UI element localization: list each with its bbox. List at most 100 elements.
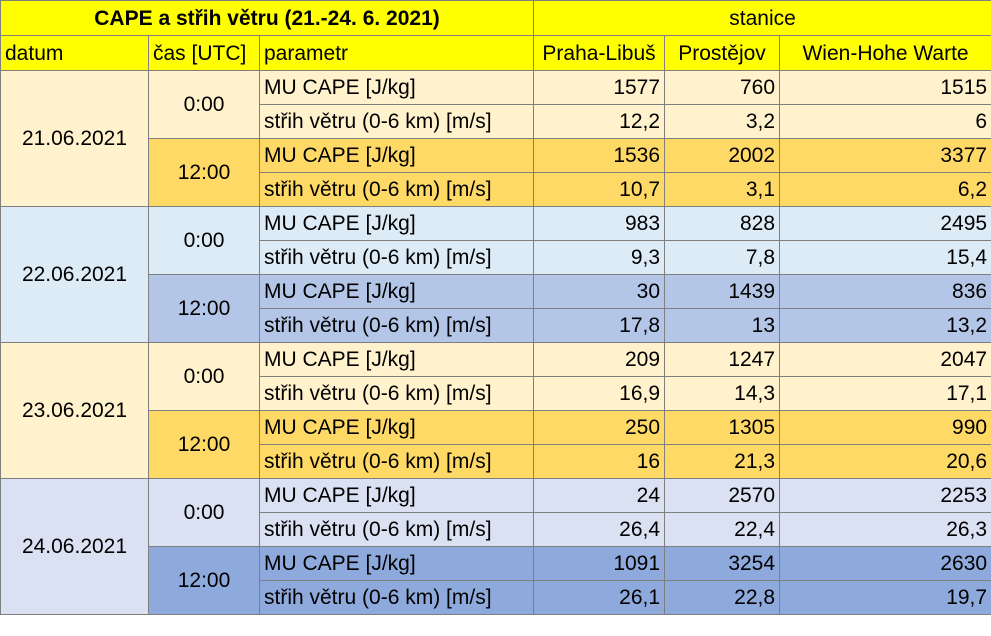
value-cell: 2495	[779, 206, 991, 241]
table-row: střih větru (0-6 km) [m/s] 16,9 14,3 17,…	[1, 376, 991, 411]
value-cell: 13	[664, 308, 781, 343]
table-title: CAPE a střih větru (21.-24. 6. 2021)	[0, 0, 535, 36]
value-cell: 22,4	[664, 512, 781, 547]
param-cell: MU CAPE [J/kg]	[258, 546, 535, 581]
value-cell: 1577	[533, 70, 666, 105]
date-cell: 22.06.2021	[0, 206, 149, 343]
value-cell: 3,2	[664, 104, 781, 139]
table-row: 12:00 MU CAPE [J/kg] 1091 3254 2630	[1, 546, 991, 615]
table-row: střih větru (0-6 km) [m/s] 10,7 3,1 6,2	[1, 172, 991, 207]
param-cell: střih větru (0-6 km) [m/s]	[258, 580, 535, 615]
value-cell: 17,8	[533, 308, 666, 343]
value-cell: 983	[533, 206, 666, 241]
param-cell: MU CAPE [J/kg]	[258, 206, 535, 241]
table-row: střih větru (0-6 km) [m/s] 26,1 22,8 19,…	[1, 580, 991, 615]
date-cell: 23.06.2021	[0, 342, 149, 479]
value-cell: 20,6	[779, 444, 991, 479]
value-cell: 10,7	[533, 172, 666, 207]
value-cell: 26,4	[533, 512, 666, 547]
table-row: 12:00 MU CAPE [J/kg] 30 1439 836	[1, 274, 991, 343]
value-cell: 3377	[779, 138, 991, 173]
time-cell: 12:00	[148, 546, 260, 615]
value-cell: 21,3	[664, 444, 781, 479]
value-cell: 15,4	[779, 240, 991, 275]
value-cell: 16	[533, 444, 666, 479]
param-cell: MU CAPE [J/kg]	[258, 410, 535, 445]
param-cell: MU CAPE [J/kg]	[258, 274, 535, 309]
param-cell: střih větru (0-6 km) [m/s]	[258, 444, 535, 479]
table-row: střih větru (0-6 km) [m/s] 12,2 3,2 6	[1, 104, 991, 139]
value-cell: 16,9	[533, 376, 666, 411]
value-cell: 2570	[664, 478, 781, 513]
table-row: 24.06.2021 0:00 MU CAPE [J/kg] 24 2570 2…	[0, 478, 991, 615]
param-cell: střih větru (0-6 km) [m/s]	[258, 376, 535, 411]
value-cell: 3254	[664, 546, 781, 581]
value-cell: 12,2	[533, 104, 666, 139]
header-param: parametr	[258, 35, 535, 71]
param-cell: střih větru (0-6 km) [m/s]	[258, 308, 535, 343]
value-cell: 22,8	[664, 580, 781, 615]
param-cell: střih větru (0-6 km) [m/s]	[258, 172, 535, 207]
time-cell: 0:00	[148, 342, 260, 411]
param-cell: střih větru (0-6 km) [m/s]	[258, 240, 535, 275]
table-row: 12:00 MU CAPE [J/kg] 1536 2002 3377	[1, 138, 991, 207]
value-cell: 30	[533, 274, 666, 309]
header-station-wien: Wien-Hohe Warte	[779, 35, 991, 71]
value-cell: 1247	[664, 342, 781, 377]
value-cell: 3,1	[664, 172, 781, 207]
value-cell: 828	[664, 206, 781, 241]
value-cell: 990	[779, 410, 991, 445]
value-cell: 1536	[533, 138, 666, 173]
value-cell: 1091	[533, 546, 666, 581]
param-cell: střih větru (0-6 km) [m/s]	[258, 512, 535, 547]
param-cell: MU CAPE [J/kg]	[258, 342, 535, 377]
table-row: 12:00 MU CAPE [J/kg] 250 1305 990	[1, 410, 991, 479]
time-cell: 12:00	[148, 410, 260, 479]
value-cell: 26,3	[779, 512, 991, 547]
param-cell: MU CAPE [J/kg]	[258, 138, 535, 173]
value-cell: 2630	[779, 546, 991, 581]
column-header-row: datum čas [UTC] parametr Praha-Libuš Pro…	[0, 35, 991, 71]
time-cell: 0:00	[148, 478, 260, 547]
table-row: střih větru (0-6 km) [m/s] 26,4 22,4 26,…	[1, 512, 991, 547]
value-cell: 7,8	[664, 240, 781, 275]
value-cell: 1439	[664, 274, 781, 309]
value-cell: 19,7	[779, 580, 991, 615]
value-cell: 209	[533, 342, 666, 377]
value-cell: 14,3	[664, 376, 781, 411]
value-cell: 2253	[779, 478, 991, 513]
value-cell: 9,3	[533, 240, 666, 275]
header-date: datum	[0, 35, 149, 71]
header-station-praha: Praha-Libuš	[533, 35, 666, 71]
value-cell: 2002	[664, 138, 781, 173]
table-row: střih větru (0-6 km) [m/s] 16 21,3 20,6	[1, 444, 991, 479]
title-row: CAPE a střih větru (21.-24. 6. 2021) sta…	[0, 0, 991, 36]
value-cell: 26,1	[533, 580, 666, 615]
value-cell: 6	[779, 104, 991, 139]
cape-shear-table: CAPE a střih větru (21.-24. 6. 2021) sta…	[0, 0, 991, 615]
value-cell: 1305	[664, 410, 781, 445]
value-cell: 2047	[779, 342, 991, 377]
time-cell: 0:00	[148, 206, 260, 275]
time-cell: 0:00	[148, 70, 260, 139]
param-cell: MU CAPE [J/kg]	[258, 478, 535, 513]
stations-group-header: stanice	[533, 0, 991, 36]
table-row: 23.06.2021 0:00 MU CAPE [J/kg] 209 1247 …	[0, 342, 991, 479]
value-cell: 6,2	[779, 172, 991, 207]
time-cell: 12:00	[148, 138, 260, 207]
param-cell: střih větru (0-6 km) [m/s]	[258, 104, 535, 139]
time-cell: 12:00	[148, 274, 260, 343]
value-cell: 13,2	[779, 308, 991, 343]
header-station-prostejov: Prostějov	[664, 35, 781, 71]
date-cell: 21.06.2021	[0, 70, 149, 207]
date-cell: 24.06.2021	[0, 478, 149, 615]
value-cell: 760	[664, 70, 781, 105]
value-cell: 24	[533, 478, 666, 513]
table-row: 21.06.2021 0:00 MU CAPE [J/kg] 1577 760 …	[0, 70, 991, 207]
value-cell: 836	[779, 274, 991, 309]
header-time: čas [UTC]	[148, 35, 260, 71]
value-cell: 17,1	[779, 376, 991, 411]
value-cell: 1515	[779, 70, 991, 105]
param-cell: MU CAPE [J/kg]	[258, 70, 535, 105]
value-cell: 250	[533, 410, 666, 445]
